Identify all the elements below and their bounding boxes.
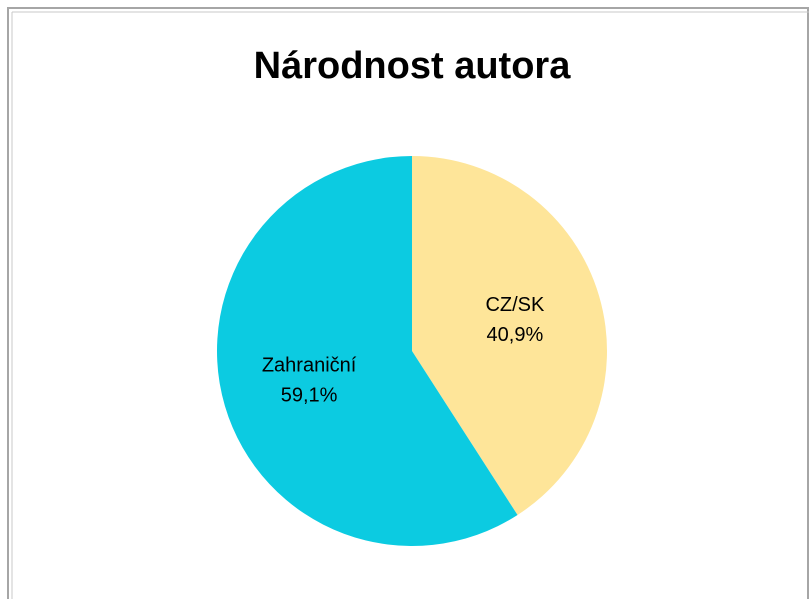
slice-value-label: 40,9% (487, 324, 544, 346)
chart-title: Národnost autora (254, 45, 572, 87)
slice-category-label: CZ/SK (485, 294, 545, 316)
slice-value-label: 59,1% (281, 385, 338, 407)
slice-category-label: Zahraniční (262, 355, 357, 377)
pie-slice (217, 156, 518, 546)
pie-slice (412, 156, 608, 515)
